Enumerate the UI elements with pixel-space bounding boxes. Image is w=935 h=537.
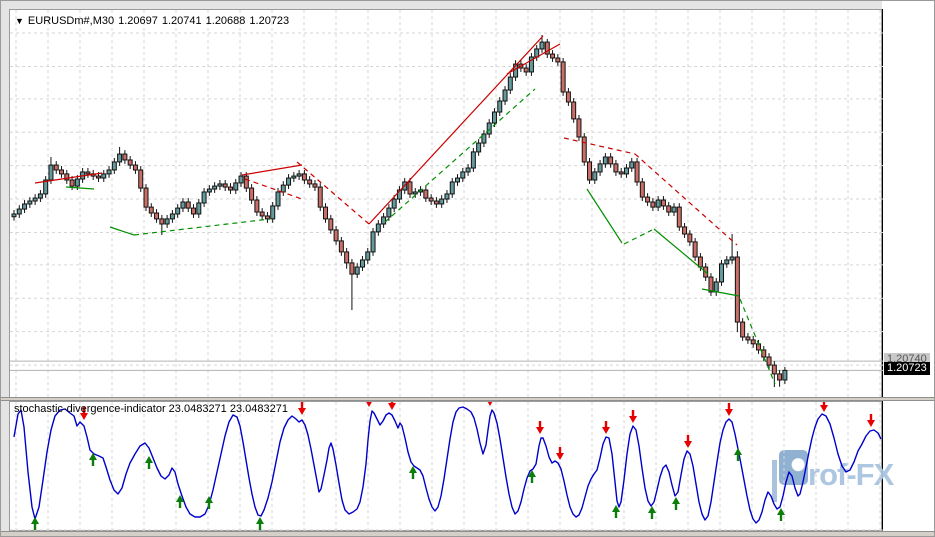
price-axis-column[interactable]: 1.224401.222701.221051.219351.217651.215… [882, 1, 934, 536]
ohlc-open: 1.20697 [118, 15, 158, 27]
symbol-dropdown-icon[interactable]: ▼ [15, 16, 24, 26]
ohlc-high: 1.20741 [161, 15, 202, 27]
candles [11, 35, 788, 388]
indicator-title: stochastic-divergence-indicator 23.04832… [14, 403, 288, 415]
axis-separator-line [882, 9, 883, 531]
indicator-pane[interactable] [9, 401, 883, 532]
divergence-lines [34, 35, 776, 385]
price-lines [10, 360, 883, 371]
main-chart-pane[interactable] [9, 9, 883, 399]
bid-price-label: 1.20723 [884, 362, 930, 375]
ohlc-low: 1.20688 [205, 15, 246, 27]
window-bottom-edge [1, 531, 934, 536]
chart-title-bar: ▼ EURUSDm#,M30 1.20697 1.20741 1.20688 1.2072… [15, 15, 289, 27]
candlestick-chart[interactable] [10, 10, 883, 399]
ohlc-close: 1.20723 [249, 15, 290, 27]
watermark-candle-bar-icon [772, 460, 777, 502]
pane-splitter[interactable] [1, 397, 934, 401]
symbol-timeframe: EURUSDm#,M30 [27, 15, 115, 27]
divergence-arrows [31, 402, 875, 530]
stochastic-indicator-chart[interactable] [10, 402, 883, 532]
stochastic-line [13, 406, 882, 524]
indicator-grid [10, 402, 883, 532]
